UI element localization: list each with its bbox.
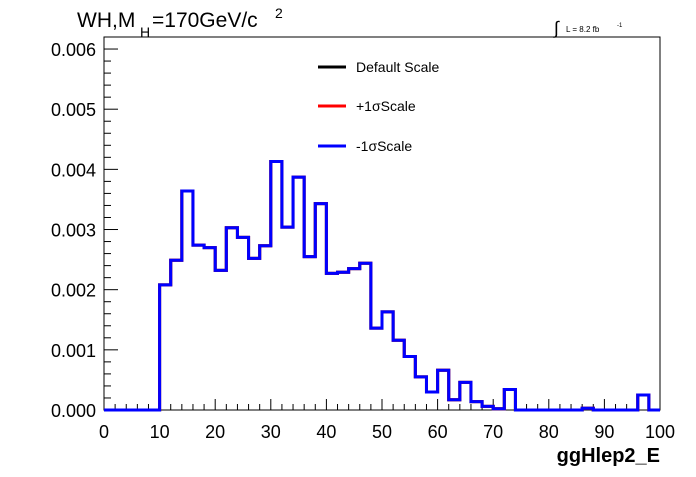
plot-frame bbox=[103, 36, 661, 411]
x-axis: 0 10 20 30 40 50 60 70 80 90 100 bbox=[99, 399, 675, 442]
legend-label-default-scale: Default Scale bbox=[356, 59, 439, 75]
x-tick-label: 0 bbox=[99, 422, 109, 442]
series-2-histogram bbox=[104, 160, 660, 412]
chart-title-rest: =170GeV/c bbox=[152, 9, 258, 32]
x-axis-title: ggHlep2_E bbox=[557, 445, 660, 467]
x-tick-label: 30 bbox=[261, 422, 281, 442]
y-tick-label: 0.000 bbox=[51, 401, 96, 421]
series-0-histogram bbox=[104, 160, 660, 412]
x-tick-label: 40 bbox=[316, 422, 336, 442]
x-tick-label: 60 bbox=[428, 422, 448, 442]
y-tick-label: 0.002 bbox=[51, 281, 96, 301]
y-axis: 0.000 0.001 0.002 0.003 0.004 0.005 0.006 bbox=[51, 36, 118, 421]
y-tick-label: 0.001 bbox=[51, 341, 96, 361]
lumi-label: L = 8.2 fb bbox=[566, 25, 600, 34]
y-tick-label: 0.004 bbox=[51, 160, 96, 180]
chart-title-subscript: H bbox=[140, 24, 150, 40]
y-tick-label: 0.003 bbox=[51, 221, 96, 241]
x-tick-label: 100 bbox=[645, 422, 675, 442]
x-tick-label: 70 bbox=[483, 422, 503, 442]
series-1-histogram bbox=[104, 160, 660, 412]
chart-title-superscript: 2 bbox=[275, 5, 283, 21]
legend: Default Scale +1σScale -1σScale bbox=[318, 59, 439, 154]
lumi-superscript: -1 bbox=[617, 23, 623, 29]
y-tick-label: 0.005 bbox=[51, 100, 96, 120]
x-tick-label: 50 bbox=[372, 422, 392, 442]
x-tick-label: 80 bbox=[539, 422, 559, 442]
y-tick-label: 0.006 bbox=[51, 40, 96, 60]
legend-label-plus-1-sigma: +1σScale bbox=[356, 98, 416, 114]
lumi-integral-sign: ∫ bbox=[552, 18, 560, 38]
x-tick-label: 20 bbox=[205, 422, 225, 442]
series-group bbox=[104, 160, 660, 412]
x-tick-label: 90 bbox=[594, 422, 614, 442]
legend-label-minus-1-sigma: -1σScale bbox=[356, 138, 412, 154]
x-tick-label: 10 bbox=[150, 422, 170, 442]
chart-title: WH,M bbox=[77, 9, 135, 32]
